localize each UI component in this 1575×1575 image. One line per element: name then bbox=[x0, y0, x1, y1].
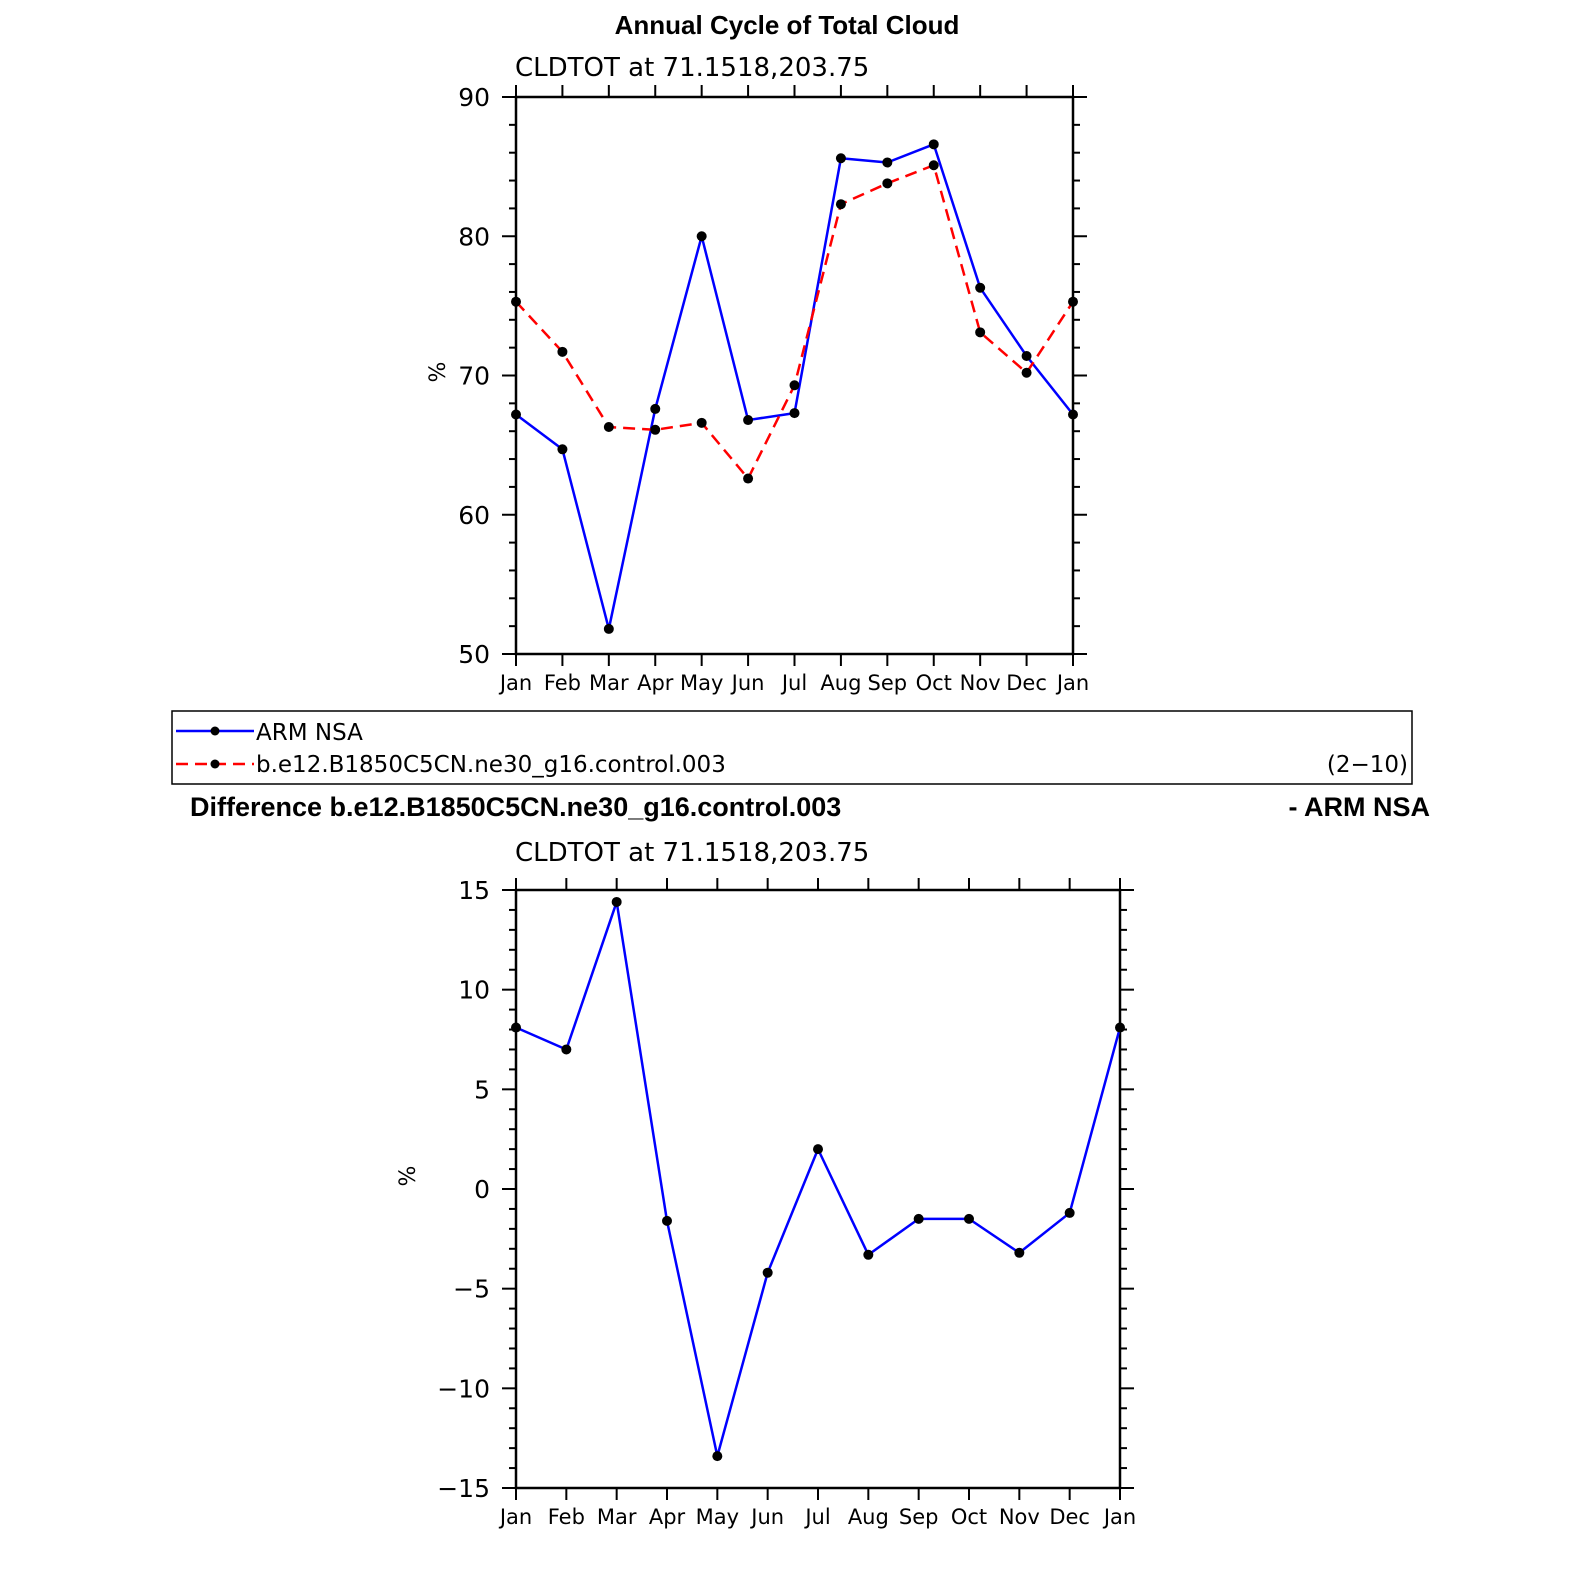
x-tick-label: Sep bbox=[899, 1505, 939, 1529]
chart-title: CLDTOT at 71.1518,203.75 bbox=[515, 838, 869, 868]
legend: ARM NSA b.e12.B1850C5CN.ne30_g16.control… bbox=[171, 710, 1413, 785]
difference-title: Difference b.e12.B1850C5CN.ne30_g16.cont… bbox=[190, 792, 841, 822]
legend-label-obs: ARM NSA bbox=[256, 720, 363, 746]
data-point-0 bbox=[662, 1215, 672, 1226]
data-point-0 bbox=[1014, 1247, 1025, 1258]
data-point-0 bbox=[975, 282, 986, 293]
x-tick-label: May bbox=[696, 1505, 739, 1529]
figure-title: Annual Cycle of Total Cloud bbox=[615, 10, 960, 40]
data-point-1 bbox=[882, 178, 893, 189]
data-point-0 bbox=[863, 1249, 874, 1260]
data-point-1 bbox=[650, 424, 661, 435]
y-tick-label: 10 bbox=[458, 976, 490, 1005]
y-tick-label: 0 bbox=[474, 1175, 490, 1204]
data-point-0 bbox=[913, 1213, 924, 1224]
data-point-1 bbox=[928, 160, 939, 171]
series-line-0 bbox=[515, 900, 1122, 1458]
x-tick-label: Jun bbox=[730, 671, 765, 695]
x-tick-label: May bbox=[680, 671, 723, 695]
x-tick-label: Nov bbox=[999, 1505, 1040, 1529]
data-point-0 bbox=[789, 408, 800, 419]
data-point-0 bbox=[1068, 409, 1078, 420]
data-point-0 bbox=[712, 1451, 723, 1462]
x-tick-label: Mar bbox=[597, 1505, 637, 1529]
x-tick-label: Jan bbox=[498, 1505, 532, 1529]
x-tick-label: Apr bbox=[649, 1505, 686, 1529]
data-point-1 bbox=[975, 327, 986, 338]
annual-cycle-chart: CLDTOT at 71.1518,203.75 % Jan Feb Mar Apr M… bbox=[426, 53, 1089, 695]
data-point-0 bbox=[511, 409, 521, 420]
x-tick-label: Jun bbox=[749, 1505, 784, 1529]
y-tick-label: 80 bbox=[458, 222, 490, 251]
x-tick-label: Oct bbox=[951, 1505, 987, 1529]
data-point-0 bbox=[557, 444, 568, 455]
y-tick-label: −10 bbox=[437, 1374, 490, 1403]
x-tick-label: Dec bbox=[1049, 1505, 1090, 1529]
y-axis-label: % bbox=[396, 1166, 421, 1187]
y-tick-label: 70 bbox=[458, 362, 490, 391]
data-point-0 bbox=[762, 1267, 773, 1278]
data-point-0 bbox=[813, 1144, 823, 1155]
y-tick-label: −15 bbox=[437, 1474, 490, 1503]
data-point-0 bbox=[696, 231, 707, 242]
x-tick-label: Feb bbox=[544, 671, 581, 695]
x-tick-label: Nov bbox=[960, 671, 1001, 695]
data-point-0 bbox=[650, 403, 661, 414]
data-point-0 bbox=[1021, 351, 1032, 362]
data-point-1 bbox=[511, 296, 521, 307]
legend-note: (2−10) bbox=[1327, 752, 1408, 778]
legend-label-model: b.e12.B1850C5CN.ne30_g16.control.003 bbox=[256, 752, 726, 778]
x-tick-label: Jan bbox=[498, 671, 532, 695]
x-tick-label: Aug bbox=[848, 1505, 889, 1529]
data-point-0 bbox=[928, 139, 939, 150]
data-point-0 bbox=[1064, 1207, 1075, 1218]
difference-chart: CLDTOT at 71.1518,203.75 % Jan Feb Mar Apr M… bbox=[396, 838, 1136, 1529]
data-point-1 bbox=[696, 417, 707, 428]
x-tick-label: Sep bbox=[868, 671, 908, 695]
x-tick-label: Jul bbox=[780, 671, 807, 695]
x-tick-label: Apr bbox=[637, 671, 674, 695]
data-point-1 bbox=[743, 473, 754, 484]
plot-frame bbox=[514, 95, 1075, 656]
legend-marker-model bbox=[210, 759, 220, 769]
data-point-0 bbox=[964, 1213, 974, 1224]
data-point-0 bbox=[743, 415, 754, 426]
legend-box bbox=[171, 710, 1413, 785]
data-point-0 bbox=[511, 1022, 521, 1033]
x-tick-label: Feb bbox=[548, 1505, 585, 1529]
y-tick-label: 90 bbox=[458, 83, 490, 112]
x-tick-label: Mar bbox=[589, 671, 629, 695]
y-axis-label: % bbox=[426, 362, 451, 383]
x-tick-label: Jan bbox=[1102, 1505, 1136, 1529]
data-point-1 bbox=[789, 380, 800, 391]
y-tick-label: −5 bbox=[453, 1275, 490, 1304]
chart-title: CLDTOT at 71.1518,203.75 bbox=[515, 53, 869, 83]
data-point-0 bbox=[882, 157, 893, 168]
y-tick-label: 15 bbox=[458, 876, 490, 905]
legend-marker-obs bbox=[210, 726, 220, 736]
x-tick-label: Dec bbox=[1006, 671, 1047, 695]
data-point-1 bbox=[835, 199, 846, 210]
data-point-0 bbox=[561, 1044, 572, 1055]
y-tick-label: 5 bbox=[474, 1075, 490, 1104]
x-tick-label: Jul bbox=[803, 1505, 830, 1529]
data-point-1 bbox=[1068, 296, 1078, 307]
y-tick-label: 60 bbox=[458, 501, 490, 530]
data-point-1 bbox=[1021, 367, 1032, 378]
data-point-0 bbox=[835, 153, 846, 164]
x-tick-label: Jan bbox=[1055, 671, 1089, 695]
data-point-1 bbox=[557, 346, 568, 357]
data-point-1 bbox=[603, 422, 614, 433]
x-tick-label: Oct bbox=[916, 671, 952, 695]
data-point-0 bbox=[1115, 1022, 1125, 1033]
y-tick-label: 50 bbox=[458, 640, 490, 669]
data-point-0 bbox=[611, 896, 622, 907]
difference-title-suffix: - ARM NSA bbox=[1289, 792, 1431, 822]
x-tick-label: Aug bbox=[820, 671, 861, 695]
data-point-0 bbox=[603, 623, 614, 634]
plot-frame bbox=[514, 888, 1122, 1490]
series-line-1 bbox=[515, 163, 1075, 480]
